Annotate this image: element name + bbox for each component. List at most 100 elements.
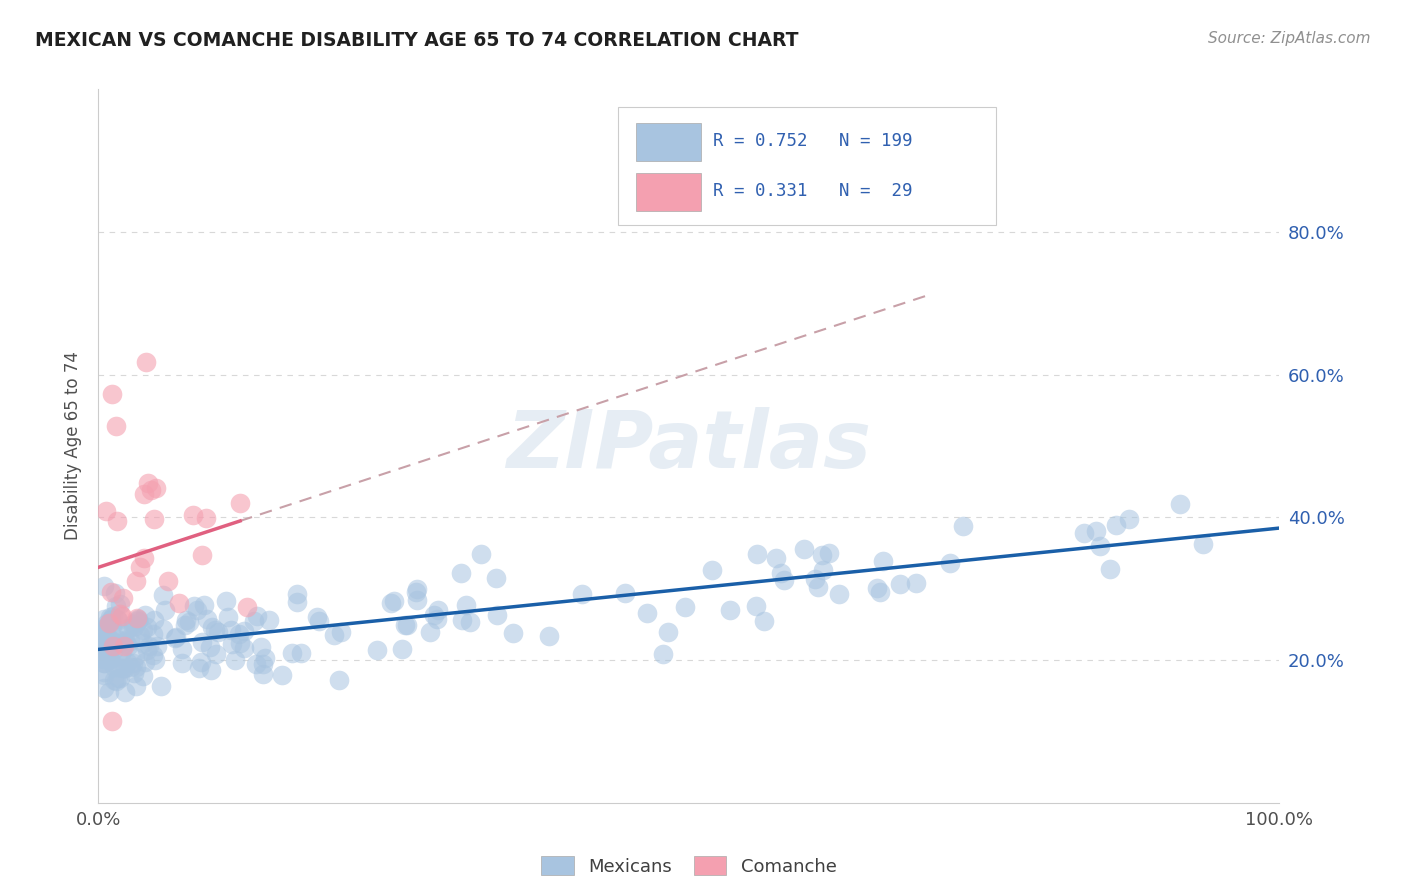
Point — [108, 607, 131, 621]
Point — [205, 647, 228, 661]
Point — [201, 619, 224, 633]
Point — [118, 633, 141, 648]
Point — [905, 575, 928, 590]
Point — [190, 635, 212, 649]
Point — [252, 657, 274, 671]
Point — [152, 623, 174, 637]
Point — [1192, 537, 1215, 551]
Point — [191, 548, 214, 562]
Point — [193, 598, 215, 612]
Point — [103, 673, 125, 688]
Point — [124, 649, 146, 664]
Point — [97, 639, 120, 653]
Point — [456, 598, 478, 612]
Point — [111, 644, 134, 658]
Point — [285, 587, 308, 601]
Point — [103, 660, 125, 674]
Point — [228, 627, 250, 641]
Point — [93, 624, 115, 638]
Text: ZIPatlas: ZIPatlas — [506, 407, 872, 485]
Point — [100, 585, 122, 599]
Point — [100, 633, 122, 648]
Point — [101, 639, 124, 653]
Point — [111, 608, 134, 623]
Point — [127, 612, 149, 626]
Point — [132, 635, 155, 649]
Point — [127, 613, 149, 627]
Point — [718, 603, 741, 617]
Point — [889, 576, 911, 591]
Point — [97, 652, 120, 666]
Point — [107, 613, 129, 627]
Point — [101, 619, 124, 633]
Point — [93, 652, 115, 666]
Point — [232, 624, 254, 638]
Point — [104, 419, 127, 434]
Point — [427, 603, 450, 617]
Point — [128, 559, 150, 574]
Point — [104, 673, 127, 688]
Point — [745, 599, 768, 613]
Point — [98, 653, 121, 667]
Point — [754, 614, 776, 628]
Point — [129, 627, 152, 641]
Point — [1099, 562, 1122, 576]
Point — [114, 661, 136, 675]
Point — [100, 613, 122, 627]
Point — [745, 547, 768, 561]
Point — [700, 563, 723, 577]
Point — [134, 551, 156, 566]
Point — [207, 625, 229, 640]
Point — [94, 503, 117, 517]
Point — [872, 554, 894, 568]
Point — [96, 648, 118, 662]
Point — [105, 514, 128, 528]
Point — [98, 685, 121, 699]
Point — [125, 574, 148, 588]
Point — [104, 586, 127, 600]
Point — [135, 620, 157, 634]
Point — [571, 587, 593, 601]
Point — [98, 652, 121, 666]
Point — [305, 610, 328, 624]
Point — [167, 596, 190, 610]
Point — [122, 620, 145, 634]
Point — [243, 614, 266, 628]
Point — [450, 566, 472, 581]
Point — [236, 599, 259, 614]
Point — [380, 596, 402, 610]
Point — [132, 669, 155, 683]
Point — [172, 656, 194, 670]
Point — [765, 550, 787, 565]
Point — [152, 588, 174, 602]
Legend: Mexicans, Comanche: Mexicans, Comanche — [541, 856, 837, 876]
Point — [308, 614, 330, 628]
Point — [866, 581, 889, 595]
Point — [614, 586, 637, 600]
Point — [117, 639, 139, 653]
Point — [1168, 496, 1191, 510]
Point — [322, 627, 344, 641]
Point — [93, 665, 115, 679]
Point — [93, 668, 115, 682]
Point — [939, 556, 962, 570]
Point — [93, 657, 115, 671]
Point — [100, 386, 122, 401]
Point — [98, 610, 121, 624]
Point — [188, 661, 211, 675]
FancyBboxPatch shape — [619, 107, 995, 225]
Point — [179, 615, 201, 629]
Text: R = 0.752   N = 199: R = 0.752 N = 199 — [713, 132, 912, 150]
Point — [405, 582, 427, 597]
Point — [426, 612, 449, 626]
Point — [112, 660, 135, 674]
Point — [673, 599, 696, 614]
Point — [165, 631, 187, 645]
Point — [145, 639, 167, 653]
Point — [124, 666, 146, 681]
Point — [127, 614, 149, 628]
Point — [869, 585, 891, 599]
Text: Source: ZipAtlas.com: Source: ZipAtlas.com — [1208, 31, 1371, 46]
Point — [107, 632, 129, 646]
Point — [110, 648, 132, 662]
